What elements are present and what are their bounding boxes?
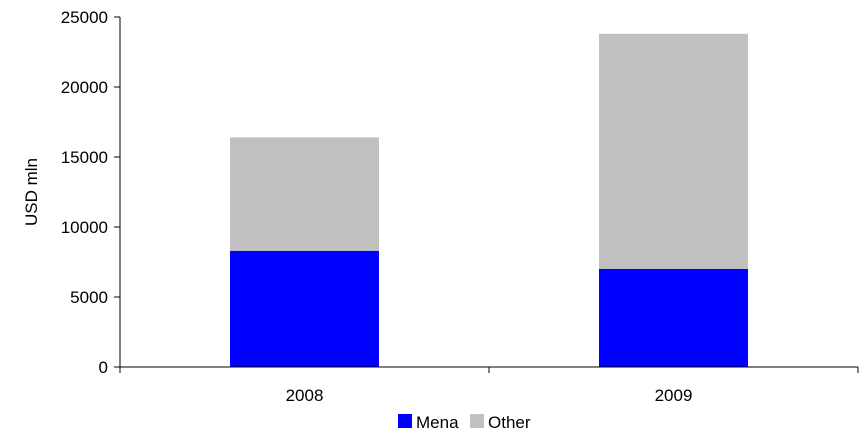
bar-other-2009 xyxy=(599,33,748,269)
y-tick-label-0: 0 xyxy=(99,358,108,377)
y-tick-label-25000: 25000 xyxy=(61,8,108,27)
legend-label-other: Other xyxy=(488,413,531,432)
legend-label-mena: Mena xyxy=(416,413,459,432)
legend: Mena Other xyxy=(398,413,531,432)
y-tick-label-15000: 15000 xyxy=(61,148,108,167)
y-tick-label-5000: 5000 xyxy=(70,288,108,307)
y-tick-label-10000: 10000 xyxy=(61,218,108,237)
x-tick-label-2008: 2008 xyxy=(286,386,324,405)
plot-area xyxy=(230,33,748,367)
bar-mena-2009 xyxy=(599,269,748,367)
y-tick-label-20000: 20000 xyxy=(61,78,108,97)
x-tick-label-2009: 2009 xyxy=(655,386,693,405)
x-axis: 2008 2009 xyxy=(119,366,859,405)
bar-mena-2008 xyxy=(230,250,379,367)
legend-swatch-mena xyxy=(398,414,412,428)
y-axis: 0 5000 10000 15000 20000 25000 xyxy=(61,8,121,377)
y-axis-title: USD mln xyxy=(22,158,41,226)
bar-other-2008 xyxy=(230,137,379,251)
legend-swatch-other xyxy=(470,414,484,428)
